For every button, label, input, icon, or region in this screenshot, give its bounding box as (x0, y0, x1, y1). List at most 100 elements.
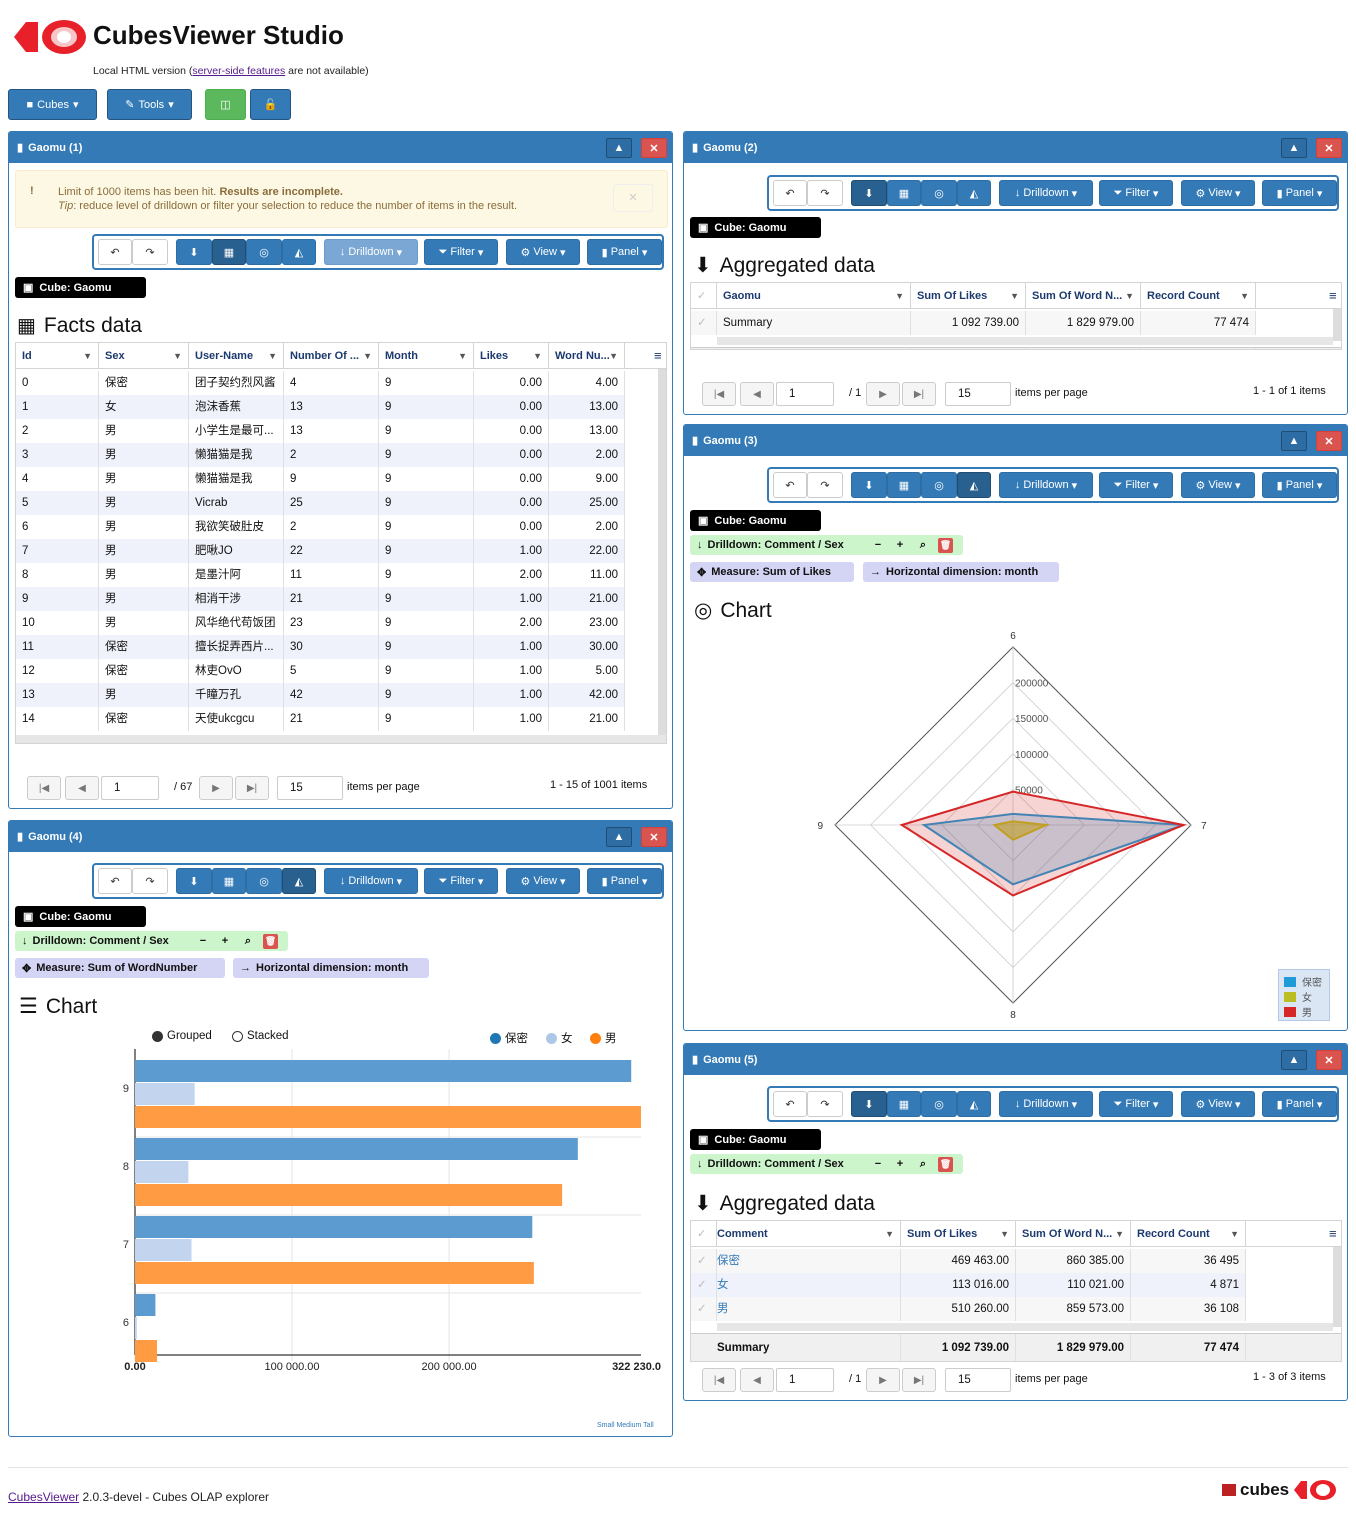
row-checkbox[interactable]: ✓ (691, 1273, 717, 1297)
table-row[interactable]: 2 男小学生是最可... 13 9 0.00 13.00 (16, 419, 625, 443)
aggregate-mode-button[interactable]: ◎ (246, 868, 282, 894)
collapse-button[interactable]: ▲ (606, 138, 632, 158)
panel-menu-button[interactable]: ▮ Panel ▾ (1262, 1091, 1337, 1117)
layout-columns-button[interactable]: ◫ (205, 89, 246, 120)
panel-menu-button[interactable]: ▮ Panel ▾ (1262, 472, 1337, 498)
aggregate-mode-button[interactable]: ◎ (246, 239, 282, 265)
facts-mode-button[interactable]: ▦ (212, 239, 246, 265)
view-menu-button[interactable]: ⚙ View ▾ (506, 868, 580, 894)
table-row[interactable]: 9 男相消干涉 21 9 1.00 21.00 (16, 587, 625, 611)
stacked-radio[interactable]: Stacked (232, 1030, 289, 1042)
collapse-button[interactable]: ▲ (1281, 138, 1307, 158)
redo-button[interactable]: ↷ (807, 180, 843, 206)
series-mode-button[interactable]: ⬇ (851, 1091, 887, 1117)
legend-item[interactable]: 女 (546, 1030, 573, 1046)
table-cell[interactable]: 女 (711, 1273, 901, 1297)
prev-page-button[interactable]: ◀ (65, 776, 99, 800)
legend-item[interactable]: 保密 (490, 1030, 528, 1046)
view-menu-button[interactable]: ⚙ View ▾ (506, 239, 580, 265)
horizontal-scrollbar[interactable] (717, 1323, 1333, 1331)
cubesviewer-link[interactable]: CubesViewer (8, 1490, 80, 1504)
column-header[interactable]: Sum Of Likes ▼ (911, 283, 1026, 309)
filter-menu-button[interactable]: ⏷ Filter ▾ (424, 868, 498, 894)
table-row[interactable]: 4 男懒猫猫是我 9 9 0.00 9.00 (16, 467, 625, 491)
table-row[interactable]: 8 男是墨汁阿 11 9 2.00 11.00 (16, 563, 625, 587)
first-page-button[interactable]: |◀ (702, 1368, 736, 1392)
chart-mode-button[interactable]: ◭ (282, 868, 316, 894)
row-checkbox[interactable]: ✓ (691, 1249, 717, 1273)
bar[interactable] (135, 1106, 641, 1128)
minus-icon[interactable]: − (874, 1158, 882, 1170)
column-header[interactable]: Sum Of Word N... ▼ (1016, 1221, 1131, 1247)
last-page-button[interactable]: ▶| (902, 1368, 936, 1392)
measure-tag[interactable]: ✥ Measure: Sum of Likes (690, 562, 854, 582)
grid-menu-icon[interactable]: ≡ (654, 348, 662, 363)
redo-button[interactable]: ↷ (807, 472, 843, 498)
undo-button[interactable]: ↶ (98, 239, 132, 265)
table-row[interactable]: ✓ 男 510 260.00 859 573.00 36 108 (691, 1297, 1246, 1321)
aggregate-mode-button[interactable]: ◎ (921, 472, 957, 498)
dismiss-alert-button[interactable]: ✕ (613, 184, 653, 212)
row-checkbox[interactable]: ✓ (691, 1297, 717, 1321)
redo-button[interactable]: ↷ (132, 239, 168, 265)
page-input[interactable]: 1 (776, 1368, 834, 1392)
filter-menu-button[interactable]: ⏷ Filter ▾ (424, 239, 498, 265)
next-page-button[interactable]: ▶ (866, 382, 900, 406)
server-side-features-link[interactable]: server-side features (192, 65, 286, 77)
redo-button[interactable]: ↷ (132, 868, 168, 894)
plus-icon[interactable]: + (896, 539, 904, 551)
aggregate-mode-button[interactable]: ◎ (921, 1091, 957, 1117)
first-page-button[interactable]: |◀ (702, 382, 736, 406)
plus-icon[interactable]: + (896, 1158, 904, 1170)
grid-menu-icon[interactable]: ≡ (1329, 288, 1337, 303)
trash-icon[interactable]: 🗑 (938, 538, 953, 553)
next-page-button[interactable]: ▶ (866, 1368, 900, 1392)
column-header[interactable]: Number Of ... ▼ (284, 343, 379, 369)
table-row[interactable]: 5 男 Vicrab 25 9 0.00 25.00 (16, 491, 625, 515)
facts-mode-button[interactable]: ▦ (212, 868, 246, 894)
column-header[interactable]: Month ▼ (379, 343, 474, 369)
trash-icon[interactable]: 🗑 (263, 934, 278, 949)
bar[interactable] (135, 1138, 578, 1160)
panel-menu-button[interactable]: ▮ Panel ▾ (587, 239, 662, 265)
panel-menu-button[interactable]: ▮ Panel ▾ (1262, 180, 1337, 206)
select-all-checkbox[interactable]: ✓ (691, 1221, 717, 1247)
close-panel-button[interactable]: ✕ (1316, 1050, 1342, 1070)
chart-mode-button[interactable]: ◭ (282, 239, 316, 265)
undo-button[interactable]: ↶ (98, 868, 132, 894)
cubes-menu-button[interactable]: ■ Cubes ▾ (8, 89, 97, 120)
column-header[interactable]: Comment ▼ (711, 1221, 901, 1247)
bar[interactable] (135, 1239, 192, 1261)
view-menu-button[interactable]: ⚙ View ▾ (1181, 472, 1255, 498)
bar[interactable] (135, 1262, 534, 1284)
last-page-button[interactable]: ▶| (235, 776, 269, 800)
search-icon[interactable]: ⌕ (919, 1157, 927, 1170)
series-mode-button[interactable]: ⬇ (176, 239, 212, 265)
trash-icon[interactable]: 🗑 (938, 1157, 953, 1172)
radar-series-2[interactable] (899, 790, 1188, 897)
page-input[interactable]: 1 (776, 382, 834, 406)
radar-series-1[interactable] (992, 820, 1051, 841)
page-input[interactable]: 1 (101, 776, 159, 800)
bar[interactable] (135, 1161, 189, 1183)
series-mode-button[interactable]: ⬇ (176, 868, 212, 894)
horizontal-scrollbar[interactable] (717, 337, 1333, 345)
bar[interactable] (135, 1184, 563, 1206)
next-page-button[interactable]: ▶ (199, 776, 233, 800)
column-header[interactable]: User-Name ▼ (189, 343, 284, 369)
table-cell[interactable]: 保密 (711, 1249, 901, 1273)
tools-menu-button[interactable]: ✎ Tools ▾ (107, 89, 192, 120)
drilldown-menu-button[interactable]: ↓ Drilldown ▾ (999, 1091, 1093, 1117)
table-row[interactable]: 12 保密 林吏OvO 5 9 1.00 5.00 (16, 659, 625, 683)
redo-button[interactable]: ↷ (807, 1091, 843, 1117)
prev-page-button[interactable]: ◀ (740, 1368, 774, 1392)
facts-mode-button[interactable]: ▦ (887, 180, 921, 206)
table-row[interactable]: 13 男千瞳万孔 42 9 1.00 42.00 (16, 683, 625, 707)
last-page-button[interactable]: ▶| (902, 382, 936, 406)
page-size-select[interactable]: 15 (945, 382, 1011, 406)
horizontal-scrollbar[interactable] (16, 735, 666, 743)
facts-mode-button[interactable]: ▦ (887, 1091, 921, 1117)
chart-mode-button[interactable]: ◭ (957, 180, 991, 206)
close-panel-button[interactable]: ✕ (641, 138, 667, 158)
column-header[interactable]: Gaomu ▼ (717, 283, 911, 309)
